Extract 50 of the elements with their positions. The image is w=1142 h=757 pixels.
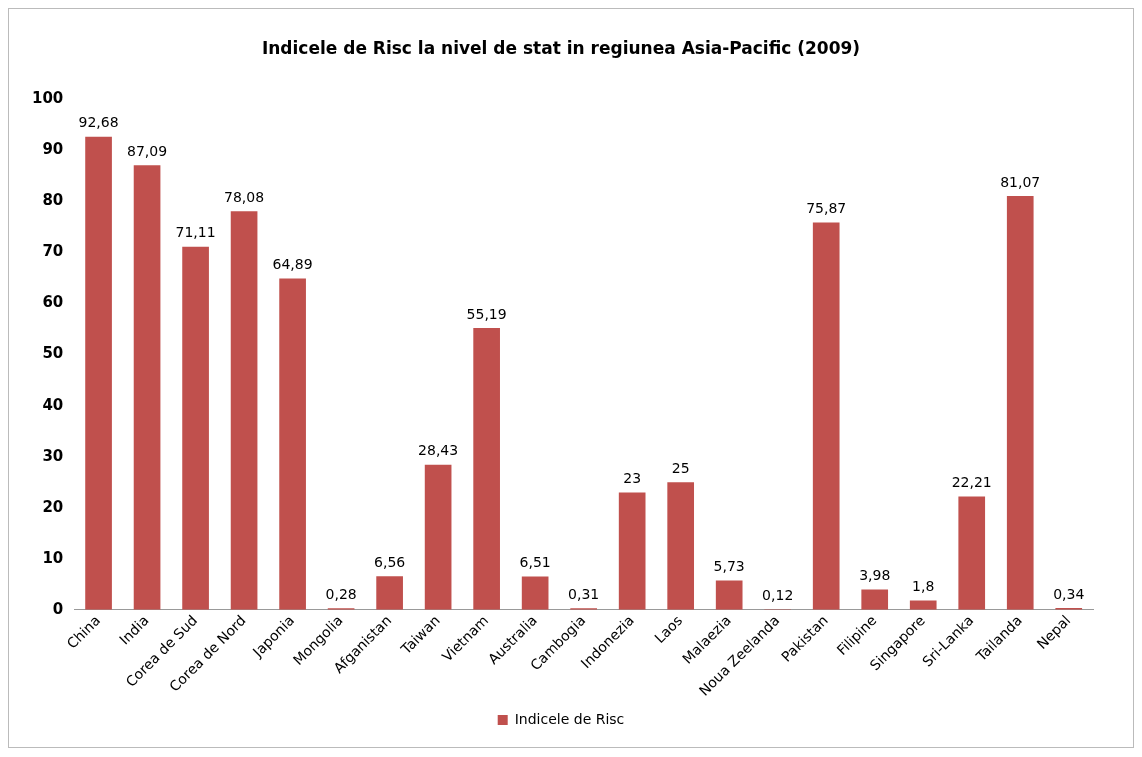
legend-label: Indicele de Risc [514,710,625,727]
data-label: 71,11 [175,224,216,241]
bar [1006,196,1034,610]
data-label: 1,8 [912,578,935,595]
y-tick-label: 20 [42,497,64,516]
y-tick-label: 80 [42,191,64,210]
data-label: 75,87 [806,200,847,217]
bar [230,211,258,610]
bar [521,576,549,610]
data-label: 87,09 [127,142,168,159]
data-label: 23 [623,470,642,487]
bar [133,165,161,610]
y-tick-label: 30 [42,446,64,465]
data-label: 3,98 [859,567,891,584]
data-label: 78,08 [224,188,265,205]
data-label: 22,21 [951,474,992,491]
bar [424,464,452,610]
bar [473,328,500,610]
data-label: 25 [671,459,690,476]
data-label: 6,51 [519,554,551,571]
data-label: 5,73 [713,558,745,575]
bar [861,589,889,610]
y-tick-label: 70 [42,242,64,261]
data-label: 6,56 [374,553,406,570]
chart-title: Indicele de Risc la nivel de stat in regiunea Asia-Pacific (2009) [261,37,861,58]
y-tick-label: 60 [42,293,64,312]
bar [618,492,646,610]
y-tick-label: 90 [42,140,64,159]
bar [667,482,695,610]
data-label: 0,12 [762,586,794,603]
data-label: 0,28 [325,585,357,602]
bar [812,222,840,610]
bar [715,580,743,610]
y-tick-label: 10 [42,548,64,567]
y-tick-label: 50 [42,344,64,363]
data-label: 81,07 [1000,173,1041,190]
data-label: 0,34 [1053,585,1085,602]
y-tick-label: 100 [32,89,64,108]
data-label: 64,89 [272,256,313,273]
bar [958,496,986,610]
data-label: 92,68 [78,114,119,131]
data-label: 55,19 [466,305,507,322]
data-label: 28,43 [418,442,459,459]
bar [279,278,306,610]
bar [182,246,209,610]
bar [376,576,403,610]
bar [85,136,112,610]
y-tick-label: 0 [52,599,64,618]
y-tick-label: 40 [42,395,64,414]
data-label: 0,31 [568,585,600,602]
